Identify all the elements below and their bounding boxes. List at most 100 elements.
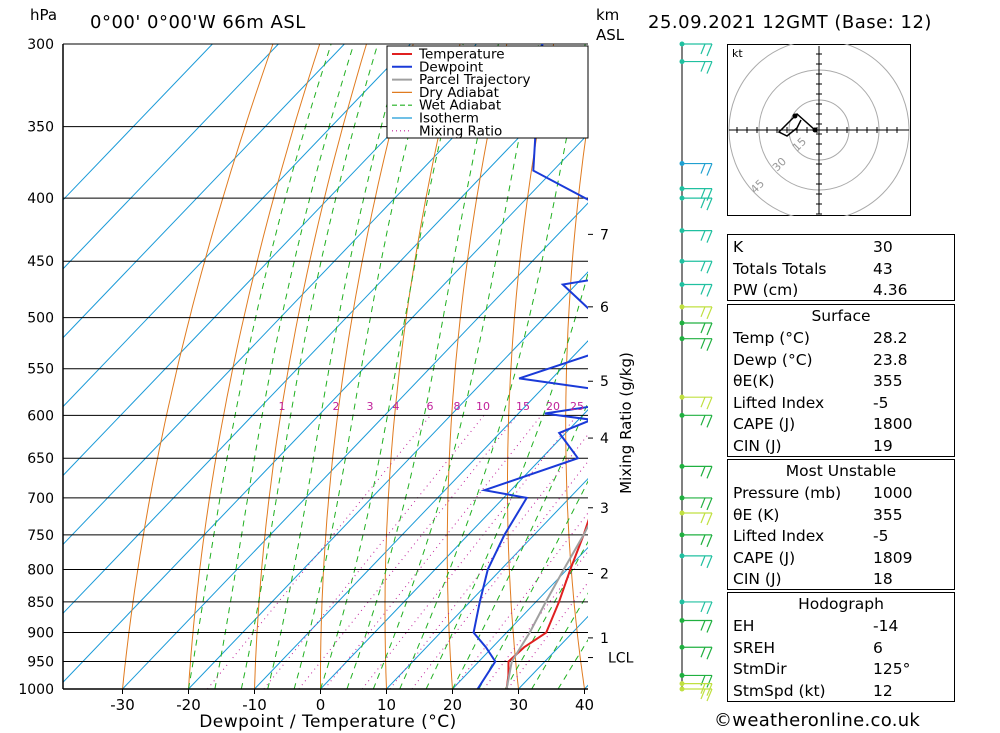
index-value: 355 [873,372,903,390]
wind-barb-flag [706,601,713,615]
index-value: -14 [873,617,899,635]
index-value: 355 [873,505,903,524]
wet-adiabat [214,44,355,689]
most-unstable-title: Most Unstable [785,462,897,480]
wet-adiabat [425,271,588,689]
mixing-ratio-axis-label: Mixing Ratio (g/kg) [617,352,635,494]
wind-barb-flag [706,197,713,211]
wet-adiabat [320,44,464,689]
index-row: StmDir 125° [733,659,950,680]
isotherm-line [63,44,411,408]
isotherm-line [320,409,588,689]
km-tick-label: LCL [608,651,634,667]
mixing-ratio-value: 20 [546,400,560,413]
isotherm-line [63,44,543,546]
index-row: Lifted Index -5 [733,526,950,547]
km-tick-label: 2 [600,566,609,582]
x-tick-label: 30 [509,696,528,714]
legend-entry: Dewpoint [419,59,483,75]
mixing-ratio-line [324,415,542,689]
index-row: Totals Totals 43 [733,259,950,280]
wet-adiabat [452,401,588,689]
wind-barb-flag [700,512,706,524]
isotherm-line [63,64,588,615]
x-tick-label: 0 [316,696,326,714]
index-label: Dewp (°C) [733,350,813,369]
pressure-tick-label: 350 [27,120,54,136]
wind-barb-flag [700,197,706,209]
index-label: StmDir [733,660,787,678]
pressure-tick-label: 650 [27,451,54,467]
isotherm-line [63,133,588,683]
wind-barb-flag [706,534,713,548]
index-value: 19 [873,436,893,455]
pressure-tick-label: 300 [27,37,54,53]
index-label: PW (cm) [733,281,799,299]
km-tick-label: 1 [600,631,609,647]
hodograph-unit: kt [732,47,743,60]
index-label: θE(K) [733,372,775,390]
index-label: CAPE (J) [733,548,796,567]
index-value: -5 [873,393,889,412]
isotherm-line [452,546,588,689]
wind-barb-flag [706,322,713,336]
wind-barb-flag [706,497,713,511]
wind-barb-flag [706,466,713,479]
wind-barb-flag [700,688,706,700]
index-row: CAPE (J) 1809 [733,548,950,569]
wind-barb-flag [700,61,706,72]
isotherm-line [254,340,588,689]
indices-box-top: K 30 Totals Totals 43 PW (cm) 4.36 [727,234,955,301]
wind-barb-flag [700,534,706,546]
index-value: 1809 [873,548,913,567]
wind-barb-flag [706,284,713,297]
legend-entry: Parcel Trajectory [419,72,531,88]
copyright-footer: ©weatheronline.co.uk [714,710,921,731]
km-tick-label: 5 [600,374,609,390]
wind-barb-flag [706,620,713,633]
wind-barb-flag [706,512,713,526]
wind-barb-flag [700,163,706,174]
mixing-ratio-value: 2 [333,400,340,413]
km-tick-label: 3 [600,501,609,517]
wind-barb-flag [706,415,713,428]
wind-barb-flag [700,396,706,408]
km-unit-label: km [596,6,620,24]
dewpoint-profile [472,44,588,689]
pressure-tick-label: 750 [27,528,54,544]
index-label: Totals Totals [733,259,827,278]
isotherm-line [122,202,588,689]
wind-barb-flag [700,466,706,477]
dry-adiabat [565,117,588,689]
wind-barb-flag [700,415,706,426]
legend-box [386,45,589,139]
hpa-unit-label: hPa [30,6,58,24]
indices-box-most-unstable: Most Unstable Pressure (mb) 1000 θE (K) 355… [727,459,955,590]
pressure-tick-label: 850 [27,595,54,611]
x-tick-label: 40 [575,696,594,714]
isotherm-line [63,44,213,201]
mixing-ratio-line [298,415,518,689]
index-value: 30 [873,238,893,256]
index-value: 1800 [873,415,913,433]
x-tick-label: -30 [110,696,135,714]
isotherm-line [386,477,588,689]
pressure-tick-label: 800 [27,562,54,578]
pressure-tick-label: 450 [27,254,54,270]
index-label: SREH [733,638,776,657]
index-label: Lifted Index [733,393,825,412]
index-value: -5 [873,527,889,545]
index-value: 6 [873,638,883,657]
pressure-tick-label: 700 [27,491,54,507]
wind-barb-flag [706,647,713,660]
datetime-title: 25.09.2021 12GMT (Base: 12) [648,12,932,33]
index-row: θE(K) 355 [733,371,950,392]
index-row: CAPE (J) 1800 [733,414,950,435]
parcel-trajectory [505,524,588,689]
km-tick-label: 4 [600,431,609,447]
index-row: SREH 6 [733,638,950,659]
indices-box-surface: Surface Temp (°C) 28.2 Dewp (°C) 23.8 θE(K) 3… [727,304,955,457]
index-row: CIN (J) 18 [733,569,950,590]
wind-barb-flag [700,306,706,318]
